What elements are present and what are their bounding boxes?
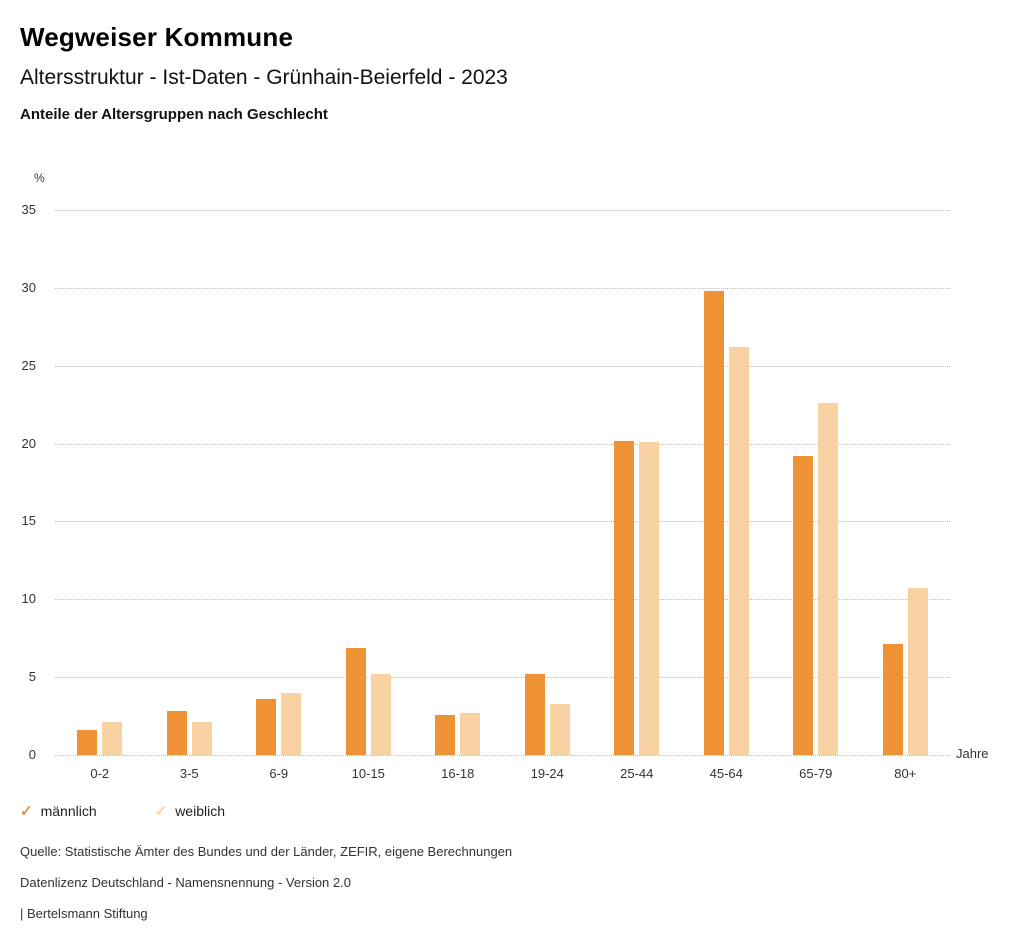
bar-group xyxy=(861,210,951,755)
bar-group xyxy=(234,210,324,755)
x-tick-label: 25-44 xyxy=(620,766,654,781)
x-tick-label: 80+ xyxy=(894,766,917,781)
gridline xyxy=(55,365,950,367)
bar-group xyxy=(682,210,772,755)
bar-weiblich[interactable] xyxy=(639,442,660,755)
y-tick-label: 25 xyxy=(21,357,36,373)
x-tick-label: 65-79 xyxy=(799,766,833,781)
bar-männlich[interactable] xyxy=(882,644,903,755)
chart-subtitle: Altersstruktur - Ist-Daten - Grünhain-Be… xyxy=(20,66,508,89)
y-tick-label: 15 xyxy=(21,513,36,529)
chart-subheading: Anteile der Altersgruppen nach Geschlech… xyxy=(20,106,328,123)
bar-groups xyxy=(55,210,950,755)
bar-group xyxy=(55,210,145,755)
license-note: Datenlizenz Deutschland - Namensnennung … xyxy=(20,875,351,890)
bar-männlich[interactable] xyxy=(166,711,187,755)
x-tick-label: 0-2 xyxy=(90,766,110,781)
bar-männlich[interactable] xyxy=(435,714,456,755)
bar-männlich[interactable] xyxy=(256,698,277,755)
legend-item-männlich[interactable]: ✓ männlich xyxy=(20,803,97,819)
gridline xyxy=(55,210,950,211)
bar-group xyxy=(324,210,414,755)
y-axis-unit-label: % xyxy=(34,171,45,185)
gridline xyxy=(55,521,950,523)
gridline xyxy=(55,755,950,756)
x-tick-label: 3-5 xyxy=(179,766,199,781)
gridline xyxy=(55,287,950,289)
y-tick-label: 0 xyxy=(28,747,36,762)
bar-männlich[interactable] xyxy=(345,647,366,755)
bar-weiblich[interactable] xyxy=(191,722,212,755)
x-tick-label: 16-18 xyxy=(441,766,475,781)
x-tick-label: 10-15 xyxy=(351,766,385,781)
bar-group xyxy=(145,210,235,755)
legend-label: männlich xyxy=(40,803,97,819)
legend-label: weiblich xyxy=(175,803,225,819)
x-axis-unit-label: Jahre xyxy=(956,746,989,761)
x-tick-label: 19-24 xyxy=(530,766,564,781)
y-tick-label: 35 xyxy=(21,202,36,217)
bar-weiblich[interactable] xyxy=(728,347,749,755)
bar-männlich[interactable] xyxy=(614,440,635,755)
page-title: Wegweiser Kommune xyxy=(20,22,294,52)
bar-weiblich[interactable] xyxy=(460,713,481,755)
bar-männlich[interactable] xyxy=(524,674,545,755)
y-tick-label: 5 xyxy=(28,669,36,685)
y-tick-label: 20 xyxy=(21,435,36,451)
bar-weiblich[interactable] xyxy=(907,588,928,755)
y-tick-label: 10 xyxy=(21,591,36,607)
publisher-note: | Bertelsmann Stiftung xyxy=(20,906,148,921)
bar-weiblich[interactable] xyxy=(818,403,839,755)
legend: ✓ männlich ✓ weiblich xyxy=(20,803,225,819)
y-tick-label: 30 xyxy=(21,279,36,295)
source-note: Quelle: Statistische Ämter des Bundes un… xyxy=(20,844,513,859)
gridline xyxy=(55,677,950,679)
plot-area xyxy=(55,210,950,756)
bar-group xyxy=(771,210,861,755)
bar-männlich[interactable] xyxy=(703,291,724,755)
bar-männlich[interactable] xyxy=(77,730,98,755)
bar-group xyxy=(413,210,503,755)
check-icon: ✓ xyxy=(20,802,33,820)
bar-weiblich[interactable] xyxy=(281,692,302,755)
x-axis: 0-2 3-5 6-9 10-15 16-18 19-24 25-44 45-64 65-79 8… xyxy=(55,766,950,781)
check-icon: ✓ xyxy=(154,802,168,820)
bar-weiblich[interactable] xyxy=(370,674,391,755)
x-tick-label: 45-64 xyxy=(709,766,743,781)
bar-weiblich[interactable] xyxy=(549,703,570,755)
legend-item-weiblich[interactable]: ✓ weiblich xyxy=(155,803,225,819)
bar-group xyxy=(503,210,593,755)
bar-weiblich[interactable] xyxy=(102,722,123,755)
gridline xyxy=(55,443,950,445)
bar-männlich[interactable] xyxy=(793,456,814,755)
gridline xyxy=(55,599,950,601)
x-tick-label: 6-9 xyxy=(269,766,289,781)
bar-group xyxy=(592,210,682,755)
